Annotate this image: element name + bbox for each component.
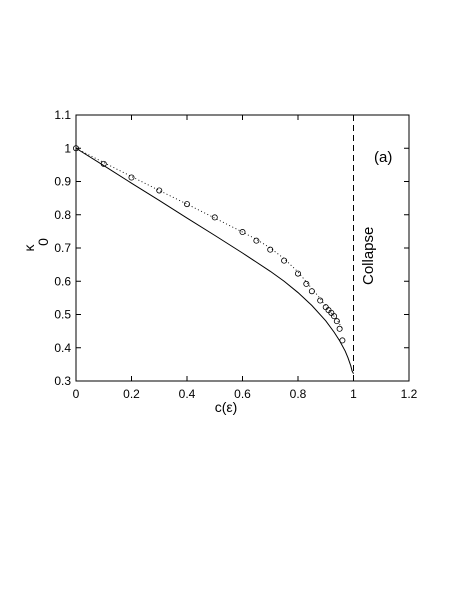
y-tick-label: 1 (64, 141, 71, 155)
x-axis-label: c(ε) (215, 399, 238, 415)
data-point-marker (211, 214, 218, 221)
y-tick-label: 0.4 (54, 341, 71, 355)
data-point-marker (322, 304, 329, 311)
data-point-marker (156, 187, 163, 194)
y-axis-ticks: 0.3 0.4 0.5 0.6 0.7 0.8 0.9 1 1.1 (54, 108, 409, 388)
y-tick-label: 0.8 (54, 208, 71, 222)
y-tick-label: 0.6 (54, 274, 71, 288)
dotted-series-line (75, 147, 343, 330)
x-tick-label: 0.2 (123, 387, 140, 401)
data-point-marker (331, 313, 338, 320)
solid-series-line (75, 147, 354, 374)
data-point-marker (303, 280, 310, 287)
data-point-marker (183, 201, 190, 208)
y-axis-label: κ (21, 244, 37, 252)
data-point-marker (73, 145, 80, 152)
data-point-marker (339, 337, 346, 344)
data-point-marker (281, 257, 288, 264)
data-point-marker (253, 237, 260, 244)
data-point-marker (333, 318, 340, 325)
x-tick-label: 0.4 (179, 387, 196, 401)
data-point-marker (100, 160, 107, 167)
x-axis-ticks: 0 0.2 0.4 0.6 0.8 1 1.2 (73, 115, 418, 401)
y-tick-label: 0.7 (54, 241, 71, 255)
data-point-marker (308, 288, 315, 295)
data-point-marker (239, 229, 246, 236)
y-tick-label: 0.3 (54, 374, 71, 388)
y-tick-label: 1.1 (54, 108, 71, 122)
data-point-marker (317, 297, 324, 304)
data-point-marker (267, 246, 274, 253)
panel-label: (a) (374, 149, 392, 166)
x-tick-label: 0.6 (234, 387, 251, 401)
data-point-marker (336, 325, 343, 332)
collapse-label: Collapse (360, 227, 377, 285)
x-tick-label: 1.2 (401, 387, 418, 401)
x-tick-label: 0 (73, 387, 80, 401)
y-tick-label: 0.9 (54, 175, 71, 189)
x-tick-label: 0.8 (290, 387, 307, 401)
y-tick-label: 0.5 (54, 308, 71, 322)
y-axis-label-subscript: 0 (35, 238, 51, 246)
data-point-marker (294, 270, 301, 277)
series-layer (73, 145, 354, 374)
data-point-marker (128, 174, 135, 181)
x-tick-label: 1 (350, 387, 357, 401)
